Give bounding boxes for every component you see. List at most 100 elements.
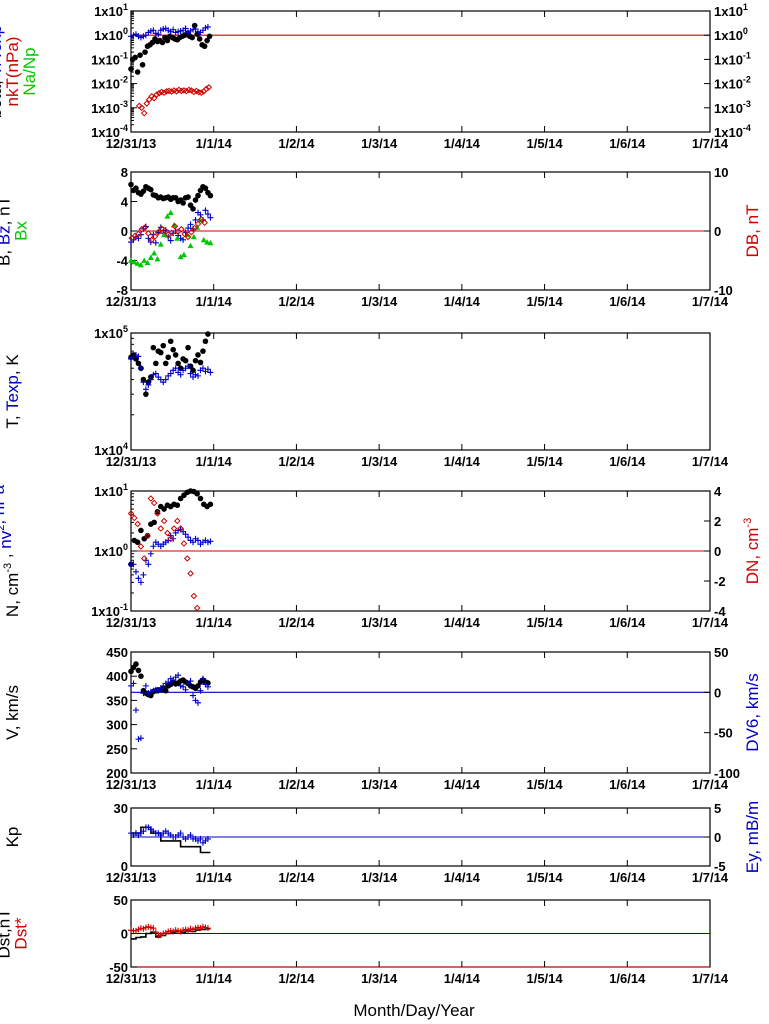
data-point <box>202 338 209 345</box>
data-point <box>144 259 151 266</box>
data-point <box>134 520 141 528</box>
data-point <box>135 575 142 582</box>
x-tick-label: 1/6/14 <box>609 971 646 986</box>
axis-title-segment: Bz <box>0 225 14 245</box>
data-point <box>172 365 179 372</box>
series-1 <box>128 23 211 41</box>
axis-title-segment: nkT(nPa) <box>3 37 22 107</box>
axis-title-segment: T/Texp <box>0 25 5 76</box>
axis-title-segment: , K <box>3 354 22 375</box>
axis-title-segment: Na/Np <box>20 47 39 95</box>
data-point <box>147 254 154 260</box>
y-tick-label: 1x10-3 <box>714 99 751 116</box>
x-tick-label: 1/5/14 <box>526 777 563 792</box>
data-point <box>201 43 208 50</box>
series-1 <box>128 824 211 846</box>
x-tick-label: 1/4/14 <box>444 136 481 151</box>
data-point <box>137 365 144 372</box>
y-tick-label: 0 <box>714 685 721 700</box>
data-point <box>154 509 161 515</box>
x-tick-label: 1/3/14 <box>361 136 398 151</box>
data-point <box>157 349 164 356</box>
data-point <box>141 224 149 231</box>
y-tick-label: 1x10-2 <box>91 75 128 92</box>
plot-frame <box>130 332 711 451</box>
data-point <box>172 352 179 358</box>
data-point <box>143 391 149 397</box>
y-tick-mantissa: 1x10 <box>91 52 120 67</box>
data-point <box>177 253 184 260</box>
data-point <box>171 222 179 230</box>
x-tick-label: 1/1/14 <box>196 615 233 630</box>
data-point <box>151 519 157 526</box>
data-point <box>177 525 184 532</box>
x-tick-label: 12/31/13 <box>106 971 157 986</box>
x-tick-label: 1/6/14 <box>609 777 646 792</box>
y-tick-label: 1x100 <box>714 26 748 43</box>
y-tick-exponent: -4 <box>743 123 751 133</box>
axis-title-segment: N, cm <box>3 573 22 617</box>
y-tick-exponent: 0 <box>123 542 128 552</box>
data-point <box>207 239 214 246</box>
data-point <box>145 230 152 237</box>
data-point <box>162 360 169 367</box>
x-tick-label: 1/6/14 <box>609 136 646 151</box>
data-point <box>152 239 159 246</box>
y-tick-mantissa: 1x10 <box>714 4 743 19</box>
x-tick-label: 1/3/14 <box>361 870 398 885</box>
data-point <box>200 348 206 354</box>
data-point <box>158 225 165 232</box>
series-1 <box>128 672 211 743</box>
data-point <box>206 33 213 40</box>
axis-title: nkT(nPa) <box>3 37 22 107</box>
data-point <box>204 211 211 218</box>
data-point <box>193 604 201 612</box>
data-point <box>161 506 167 512</box>
x-tick-label: 1/4/14 <box>444 615 481 630</box>
data-point <box>140 109 148 117</box>
series-3 <box>128 215 208 244</box>
data-point <box>207 192 214 199</box>
x-tick-label: 1/1/14 <box>196 136 233 151</box>
axis-title: B, Bz, nT <box>0 196 14 266</box>
data-point <box>194 220 202 228</box>
series-2 <box>127 495 201 612</box>
data-point <box>202 207 209 214</box>
y-tick-exponent: 5 <box>123 324 128 334</box>
panel-beta: 1x1011x1001x10-11x10-21x10-31x10-41x1011… <box>0 2 751 151</box>
y-tick-label: 350 <box>106 693 128 708</box>
axis-title: Ey, mB/m <box>743 801 762 873</box>
axis-title-segment: Kp <box>3 827 22 848</box>
x-tick-label: 1/7/14 <box>692 777 729 792</box>
axis-title: beta, T/Texp <box>0 25 5 118</box>
data-point <box>157 241 164 247</box>
data-point <box>177 830 184 837</box>
data-point <box>205 84 213 91</box>
y-tick-exponent: -3 <box>743 99 751 109</box>
y-tick-exponent: -1 <box>743 50 751 60</box>
x-tick-label: 1/5/14 <box>526 870 563 885</box>
y-tick-exponent: -3 <box>120 99 128 109</box>
x-tick-label: 1/5/14 <box>526 294 563 309</box>
data-point <box>145 561 152 568</box>
y-tick-label: 1x101 <box>94 482 128 499</box>
axis-title: N, cm-3 , nv2, nPa <box>0 484 22 617</box>
data-point <box>177 371 184 378</box>
data-point <box>189 34 196 41</box>
data-point <box>167 370 174 377</box>
y-tick-label: 0 <box>714 544 721 559</box>
data-point <box>160 342 167 349</box>
data-point <box>153 91 160 98</box>
series-2 <box>135 84 213 117</box>
axis-title-segment: V, km/s <box>3 685 22 740</box>
axis-title: Dst* <box>12 917 31 950</box>
x-tick-label: 1/5/14 <box>526 971 563 986</box>
series-1 <box>128 923 211 939</box>
data-point <box>155 89 163 97</box>
x-tick-label: 1/7/14 <box>692 971 729 986</box>
panel-kp: 30 0 5 0 -5 Ey, mB/m Kp 12/31/13 1/1/14 1/2/14 1/3… <box>3 801 762 885</box>
y-tick-exponent: 0 <box>743 26 748 36</box>
data-point <box>190 592 198 600</box>
data-point <box>195 192 201 199</box>
